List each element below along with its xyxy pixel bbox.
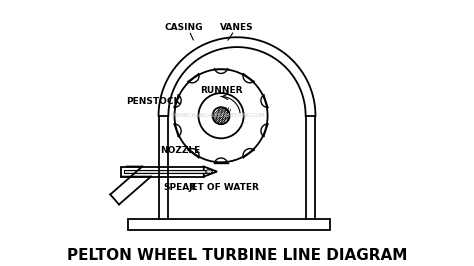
Circle shape <box>174 69 268 162</box>
Bar <box>121 167 204 177</box>
Bar <box>124 170 206 173</box>
Bar <box>128 219 330 230</box>
Text: NOZZLE: NOZZLE <box>160 146 200 155</box>
Text: THEMECHANICALENGINEERING.COM: THEMECHANICALENGINEERING.COM <box>171 113 265 118</box>
Text: PENSTOCK: PENSTOCK <box>127 97 181 106</box>
Circle shape <box>212 107 229 124</box>
Polygon shape <box>204 167 217 177</box>
Text: PELTON WHEEL TURBINE LINE DIAGRAM: PELTON WHEEL TURBINE LINE DIAGRAM <box>67 248 407 263</box>
Circle shape <box>199 93 244 138</box>
Text: CASING: CASING <box>164 23 203 32</box>
Text: VANES: VANES <box>220 23 254 32</box>
Ellipse shape <box>206 170 212 173</box>
Text: JET OF WATER: JET OF WATER <box>188 183 259 192</box>
Text: SPEAR: SPEAR <box>163 183 196 192</box>
Text: RUNNER: RUNNER <box>200 86 242 95</box>
